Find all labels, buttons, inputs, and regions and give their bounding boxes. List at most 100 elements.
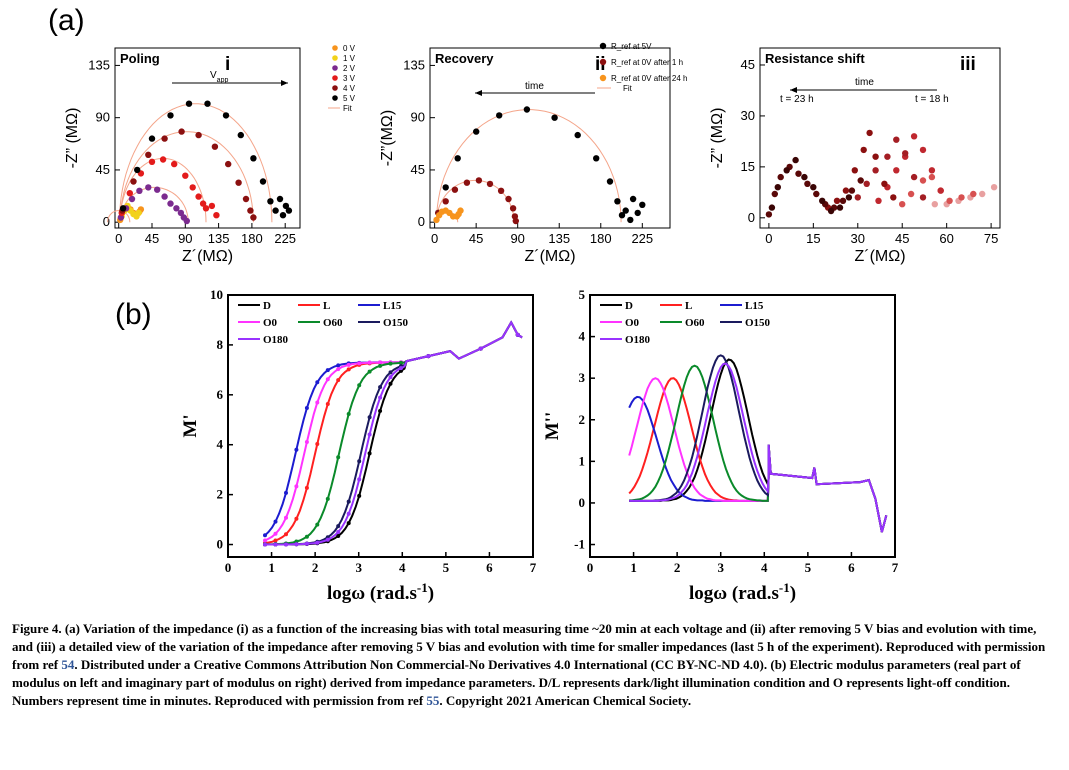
x-tick-label: 60	[939, 231, 953, 246]
data-point	[433, 216, 440, 224]
series-marker	[294, 447, 299, 452]
series-marker	[336, 378, 341, 383]
series-marker	[426, 354, 431, 359]
series-marker	[263, 533, 267, 538]
series-marker	[367, 451, 372, 456]
series-line	[265, 320, 523, 546]
caption-ref-55[interactable]: 55	[426, 693, 440, 708]
data-point	[881, 180, 888, 187]
data-point	[136, 187, 143, 194]
data-point	[167, 112, 174, 119]
plot-frame	[759, 47, 1001, 229]
panel-roman: i	[225, 54, 230, 75]
data-point	[173, 205, 180, 212]
data-point	[893, 167, 900, 174]
data-point	[195, 131, 202, 139]
x-tick-label: 75	[984, 231, 998, 246]
series-marker	[284, 490, 288, 495]
x-tick-label: 225	[631, 231, 653, 246]
data-point	[792, 156, 799, 164]
fit-curve	[107, 210, 131, 223]
data-point	[276, 195, 284, 203]
data-point	[629, 195, 637, 203]
y-tick-label: 135	[88, 57, 110, 72]
x-tick-label: 5	[805, 560, 812, 575]
data-point	[250, 214, 257, 221]
data-point	[148, 158, 156, 165]
series-marker	[263, 542, 267, 547]
data-point	[457, 207, 464, 214]
plot-frame	[429, 47, 671, 229]
legend-label: O150	[745, 317, 771, 329]
data-point	[928, 173, 936, 181]
series-marker	[378, 385, 383, 390]
series-marker	[478, 346, 483, 351]
series-marker	[388, 361, 393, 366]
series-marker	[304, 534, 309, 539]
y-tick-label: 135	[403, 57, 425, 72]
legend-label: 5 V	[343, 94, 356, 103]
series-marker	[378, 395, 383, 400]
x-axis-label: logω (rad.s-1)	[689, 580, 796, 605]
series-marker	[315, 442, 320, 446]
caption-ref-54[interactable]: 54	[61, 657, 75, 672]
y-tick-label: 1	[579, 453, 586, 468]
series-marker	[346, 511, 351, 516]
x-tick-label: 2	[312, 560, 319, 575]
legend-label: O150	[383, 317, 409, 329]
legend-fit-label: Fit	[623, 84, 633, 93]
series-marker	[367, 360, 372, 365]
x-tick-label: 7	[892, 560, 899, 575]
x-tick-label: 180	[590, 231, 612, 246]
data-point	[451, 186, 459, 193]
legend-label: R_ref at 5V	[611, 42, 652, 51]
x-tick-label: 4	[399, 560, 406, 575]
panel-label-b: (b)	[115, 298, 152, 331]
data-point	[606, 178, 614, 185]
legend-label: L15	[383, 300, 402, 312]
y-tick-label: 4	[579, 329, 586, 344]
data-point	[827, 207, 835, 215]
series-marker	[378, 360, 383, 365]
legend-label: L	[323, 300, 330, 312]
series-marker	[304, 485, 309, 490]
series-marker	[388, 375, 393, 380]
data-point	[178, 128, 185, 135]
series-marker	[325, 402, 330, 406]
data-point	[119, 205, 127, 212]
fit-curve	[119, 131, 254, 223]
data-point	[235, 179, 242, 186]
series-marker	[273, 538, 278, 543]
series-marker	[378, 409, 383, 413]
data-point	[893, 136, 900, 143]
x-tick-label: 135	[548, 231, 570, 246]
legend-label: D	[263, 300, 271, 312]
x-tick-label: 1	[268, 560, 275, 575]
y-tick-label: 45	[411, 162, 425, 177]
data-point	[242, 195, 250, 203]
legend-label: 2 V	[343, 64, 356, 73]
data-point	[848, 187, 856, 194]
series-marker	[336, 363, 341, 368]
x-tick-label: 90	[178, 231, 192, 246]
series-line	[629, 364, 888, 533]
series-marker	[388, 370, 393, 375]
series-marker	[304, 406, 309, 410]
legend-marker	[332, 75, 338, 81]
caption-text-2: . Distributed under a Creative Commons A…	[12, 657, 1021, 708]
series-marker	[304, 440, 309, 444]
data-point	[614, 198, 621, 205]
data-point	[884, 153, 891, 160]
series-marker	[315, 380, 320, 385]
data-point	[145, 184, 152, 191]
data-point	[875, 197, 882, 204]
series-marker	[325, 537, 330, 542]
y-tick-label: 30	[741, 108, 755, 123]
data-point	[851, 167, 858, 174]
y-tick-label: 90	[96, 110, 110, 125]
x-axis-label: Z´(MΩ)	[854, 248, 905, 265]
series-marker	[273, 519, 278, 524]
y-tick-label: 2	[217, 487, 224, 502]
series-marker	[325, 368, 330, 373]
data-point	[910, 173, 918, 181]
